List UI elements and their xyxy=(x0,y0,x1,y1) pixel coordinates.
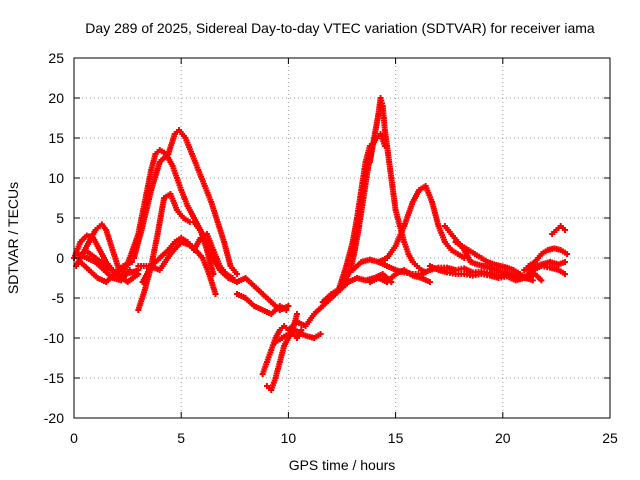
y-tick-label: 15 xyxy=(48,130,64,146)
data-point xyxy=(233,271,240,277)
data-point xyxy=(561,259,568,265)
data-point xyxy=(293,311,300,317)
data-points xyxy=(71,95,571,393)
plot-frame xyxy=(73,57,611,419)
y-tick-label: 25 xyxy=(48,50,64,66)
axis-ticks: 0 5 10 15 20 25 -20 -15 -10 -5 0 5 10 15 20 25 xyxy=(44,50,618,446)
grid xyxy=(74,58,610,418)
y-tick-label: 0 xyxy=(56,250,64,266)
data-point xyxy=(317,331,324,337)
y-tick-label: -15 xyxy=(44,370,64,386)
y-tick-label: 10 xyxy=(48,170,64,186)
data-point xyxy=(426,279,433,285)
data-point xyxy=(561,271,568,277)
data-point xyxy=(135,271,142,277)
y-tick-label: -5 xyxy=(52,290,65,306)
x-tick-label: 5 xyxy=(177,430,185,446)
x-tick-label: 0 xyxy=(70,430,78,446)
data-point xyxy=(283,307,290,313)
x-tick-label: 25 xyxy=(602,430,618,446)
data-point xyxy=(529,277,536,284)
y-tick-label: -10 xyxy=(44,330,64,346)
data-point xyxy=(561,227,568,233)
y-tick-label: 5 xyxy=(56,210,64,226)
y-axis-label: SDTVAR / TECUs xyxy=(5,182,21,294)
x-tick-label: 15 xyxy=(388,430,404,446)
y-tick-label: 20 xyxy=(48,90,64,106)
data-point xyxy=(564,251,571,257)
data-point xyxy=(212,291,219,297)
x-axis-label: GPS time / hours xyxy=(289,457,396,473)
x-tick-label: 10 xyxy=(281,430,297,446)
data-point xyxy=(538,277,545,284)
chart-title: Day 289 of 2025, Sidereal Day-to-day VTE… xyxy=(85,20,595,36)
data-point xyxy=(285,303,292,309)
y-tick-label: -20 xyxy=(44,410,64,426)
x-tick-label: 20 xyxy=(495,430,511,446)
